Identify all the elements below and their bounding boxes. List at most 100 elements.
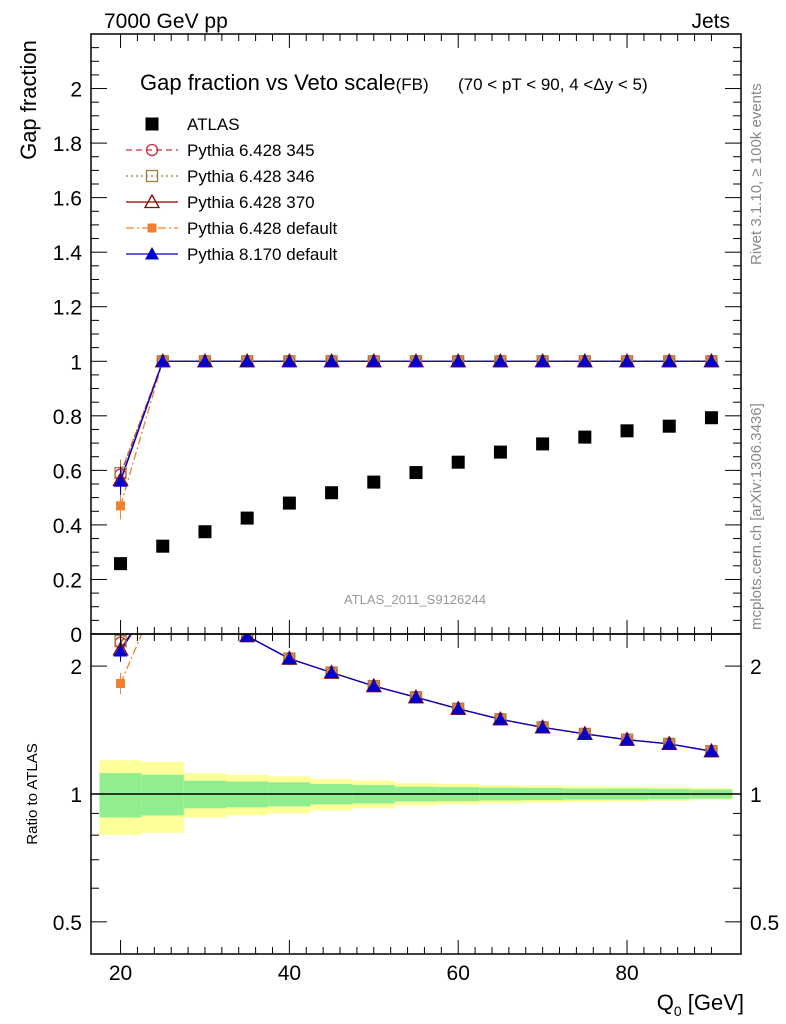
atlas-point [662,419,676,433]
chart-subtitle: (70 < pT < 90, 4 <Δy < 5) [458,75,648,94]
ratio-point-p370 [198,606,212,619]
point-p8default [493,354,508,367]
ratio-point-p8default [366,679,381,692]
y-tick-label: 1.8 [53,133,82,156]
point-p8default [155,354,170,367]
ratio-point-p8default [282,651,297,665]
ratio-point-p8default [324,665,339,679]
line-p346 [119,360,712,474]
line-p8default [119,360,712,482]
ratio-point-p345 [157,579,168,590]
atlas-point [282,496,296,510]
analysis-watermark: ATLAS_2011_S9126244 [344,592,486,607]
atlas-point [114,557,128,571]
ratio-line-p6default [119,634,712,752]
point-p8default [620,354,635,367]
ratio-point-p8default [620,732,635,746]
legend-label-atlas: ATLAS [187,115,240,134]
ratio-point-p8default [198,606,212,619]
legend-label-p346: Pythia 6.428 346 [187,167,315,186]
x-tick-label: 80 [615,962,638,985]
y-tick-label: 0.8 [53,406,82,429]
ratio-line-p345 [120,634,712,752]
ratio-point-p346 [157,579,168,590]
x-tick-label: 20 [109,962,132,985]
point-p8default [197,354,212,367]
ratio-uncertainty-bands [91,760,741,836]
ratio-point-p8default [451,701,466,715]
legend-marker-atlas [145,117,159,131]
ratio-y-tick-label-left: 0.5 [53,912,82,935]
legend-marker-p370 [143,193,161,209]
y-tick-label: 1.6 [53,188,82,211]
ratio-point-p8default [704,744,719,757]
y-tick-label: 1.4 [53,242,83,265]
point-p6default [116,501,126,511]
legend-label-p6default: Pythia 6.428 default [187,219,338,238]
ratio-line-p370 [120,634,712,752]
ratio-series-lines [119,634,712,752]
point-p8default [366,354,381,367]
line-p370 [119,360,712,481]
ratio-point-p8default [493,712,508,725]
point-p8default [113,474,128,487]
y-tick-label: 1 [70,351,82,374]
x-axis-label: Q0 [GeV] [657,990,744,1019]
atlas-point [367,475,381,489]
ratio-point-p8default [409,690,423,703]
ratio-y-tick-label-right: 1 [750,784,762,807]
point-p8default [662,354,677,367]
ratio-y-axis-label: Ratio to ATLAS [24,743,41,844]
ratio-y-tick-label-right: 0.5 [750,912,779,935]
atlas-point [198,525,212,539]
point-p8default [240,354,255,367]
atlas-point [451,455,465,469]
axis-tick-labels: 20 40 60 80 0 0.2 0.4 0.6 0.8 1 1.2 1.4 1.6 1.8 2 0.5 0.… [53,79,779,985]
legend-marker-p8default [145,247,159,260]
legend-marker-p345 [145,143,159,157]
x-tick-label: 40 [278,962,301,985]
ratio-y-tick-label-right: 2 [750,656,762,679]
ratio-point-p8default [535,720,550,733]
ratio-point-p346 [199,607,210,618]
ratio-y-tick-label-left: 2 [70,656,82,679]
x-tick-label: 60 [447,962,470,985]
atlas-point [704,411,718,425]
point-p8default [409,354,423,367]
atlas-point [536,437,550,451]
ratio-point-p6default [116,678,126,688]
atlas-point [325,486,339,500]
point-p8default [324,354,339,367]
main-series-markers [112,352,720,571]
ratio-line-p8default [119,634,712,752]
ratio-point-p370 [156,578,170,591]
point-p8default [535,354,550,367]
atlas-point [409,466,423,480]
ratio-point-p8default [240,634,255,642]
atlas-point [240,511,254,525]
legend-marker-p346 [145,169,159,183]
point-p8default [704,354,719,367]
line-p345 [119,360,712,475]
legend-marker-p6default [147,223,157,233]
ratio-point-p8default [662,736,677,750]
point-p8default [577,354,592,367]
mcplots-reference-label: mcplots.cern.ch [arXiv:1306.3436] [748,403,765,630]
atlas-point [493,445,507,459]
ratio-line-p346 [120,634,712,752]
ratio-point-p6default [158,580,167,589]
y-tick-label: 0 [70,624,82,647]
ratio-point-p8default [156,578,170,591]
band-inner-bin [99,773,142,818]
atlas-point [156,539,170,553]
legend-label-p370: Pythia 6.428 370 [187,193,315,212]
header-left: 7000 GeV pp [104,10,228,33]
ratio-point-p8default [113,644,128,657]
y-tick-label: 1.2 [53,297,82,320]
ratio-point-p345 [199,607,210,618]
atlas-point [578,430,592,444]
band-inner-bin [141,774,184,816]
header-right: Jets [691,10,730,33]
y-axis-label: Gap fraction [16,40,41,160]
